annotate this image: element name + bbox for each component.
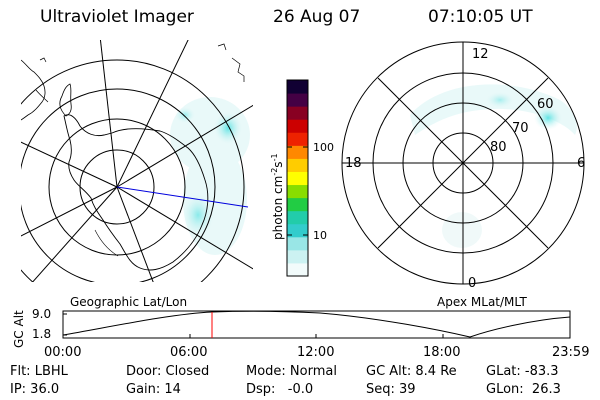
status-door: Door: Closed xyxy=(126,364,210,379)
observation-date: 26 Aug 07 xyxy=(273,7,361,27)
south-america-coastline xyxy=(21,59,46,121)
colorbar-unit-label: photon cm-2s-1 xyxy=(270,153,285,240)
colorbar-band xyxy=(287,249,308,264)
colorbar-band xyxy=(287,223,308,238)
apex-mlt-lines xyxy=(342,42,584,284)
colorbar-band xyxy=(287,132,308,146)
altitude-xtick-1800: 18:00 xyxy=(423,345,461,360)
status-glat: GLat: -83.3 xyxy=(486,364,559,379)
geo-latitude-circles xyxy=(21,59,245,282)
antarctica-coastline xyxy=(63,114,209,271)
mlt-label-0: 0 xyxy=(468,276,477,291)
colorbar-band xyxy=(287,262,308,277)
apex-polar-plot xyxy=(341,41,585,285)
geographic-panel-label: Geographic Lat/Lon xyxy=(70,295,188,309)
apex-panel-label: Apex MLat/MLT xyxy=(437,295,527,309)
colorbar xyxy=(286,79,309,277)
status-gc-altitude: GC Alt: 8.4 Re xyxy=(366,364,457,379)
mlat-label-70: 70 xyxy=(512,121,529,136)
colorbar-band xyxy=(287,145,308,159)
colorbar-band xyxy=(287,93,308,107)
status-glon: GLon: 26.3 xyxy=(486,382,561,397)
altitude-xtick-0600: 06:00 xyxy=(170,345,208,360)
status-mode: Mode: Normal xyxy=(246,364,337,379)
colorbar-band xyxy=(287,197,308,212)
altitude-xtick-1200: 12:00 xyxy=(297,345,335,360)
antarctic-peninsula xyxy=(59,83,72,117)
aurora-emission-apex xyxy=(410,84,577,248)
mlat-label-60: 60 xyxy=(537,97,554,112)
colorbar-band xyxy=(287,119,308,133)
geographic-map xyxy=(21,40,253,282)
mlt-label-12: 12 xyxy=(472,47,489,62)
colorbar-band xyxy=(287,80,308,94)
mlat-label-80: 80 xyxy=(490,140,507,155)
altitude-ytick-max: 9.0 xyxy=(32,307,52,321)
colorbar-tick-10: 10 xyxy=(313,229,327,242)
altitude-ylabel: GC Alt xyxy=(12,310,26,348)
colorbar-band xyxy=(287,184,308,199)
altitude-ytick-min: 1.8 xyxy=(32,327,52,341)
aurora-emission-geo xyxy=(170,97,250,255)
colorbar-band xyxy=(287,210,308,225)
mlt-label-6: 6 xyxy=(577,156,586,171)
colorbar-band xyxy=(287,106,308,120)
altitude-xtick-2359: 23:59 xyxy=(552,345,590,360)
noon-meridian-line xyxy=(116,186,249,208)
status-dsp: Dsp: -0.0 xyxy=(246,382,314,397)
colorbar-band xyxy=(287,236,308,251)
geo-meridians xyxy=(21,40,253,282)
app-title: Ultraviolet Imager xyxy=(40,7,194,27)
altitude-curve xyxy=(62,310,571,338)
altitude-xtick-0000: 00:00 xyxy=(44,345,82,360)
status-gain: Gain: 14 xyxy=(126,382,181,397)
status-filter: Flt: LBHL xyxy=(10,364,68,379)
colorbar-tick-100: 100 xyxy=(313,141,334,154)
colorbar-band xyxy=(287,171,308,186)
status-seq: Seq: 39 xyxy=(366,382,416,397)
colorbar-band xyxy=(287,158,308,172)
status-ip: IP: 36.0 xyxy=(10,382,60,397)
mlt-label-18: 18 xyxy=(345,156,362,171)
observation-time: 07:10:05 UT xyxy=(428,7,533,27)
altitude-plot xyxy=(62,310,571,339)
